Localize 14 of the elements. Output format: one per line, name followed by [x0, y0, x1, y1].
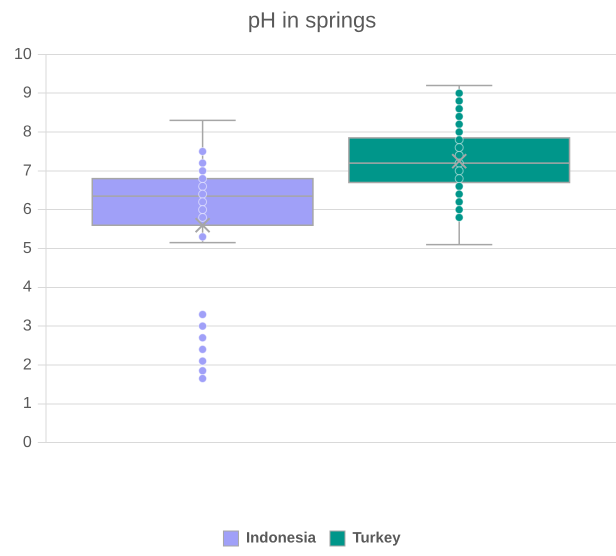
legend-label: Turkey [352, 530, 402, 547]
y-tick-label: 6 [22, 201, 32, 218]
y-tick-label: 8 [22, 123, 32, 140]
y-tick-label: 9 [22, 84, 32, 102]
y-tick-label: 1 [22, 395, 32, 412]
y-tick-label: 3 [22, 318, 32, 335]
y-tick-label: 5 [22, 240, 32, 257]
y-tick-label: 0 [22, 434, 32, 452]
legend-label: Indonesia [246, 530, 317, 547]
y-tick-label: 4 [22, 278, 32, 296]
y-tick-label: 2 [22, 356, 32, 374]
y-tick-label: 7 [22, 162, 32, 180]
y-tick-label: 10 [14, 46, 32, 63]
chart-title: pH in springs [248, 7, 376, 32]
